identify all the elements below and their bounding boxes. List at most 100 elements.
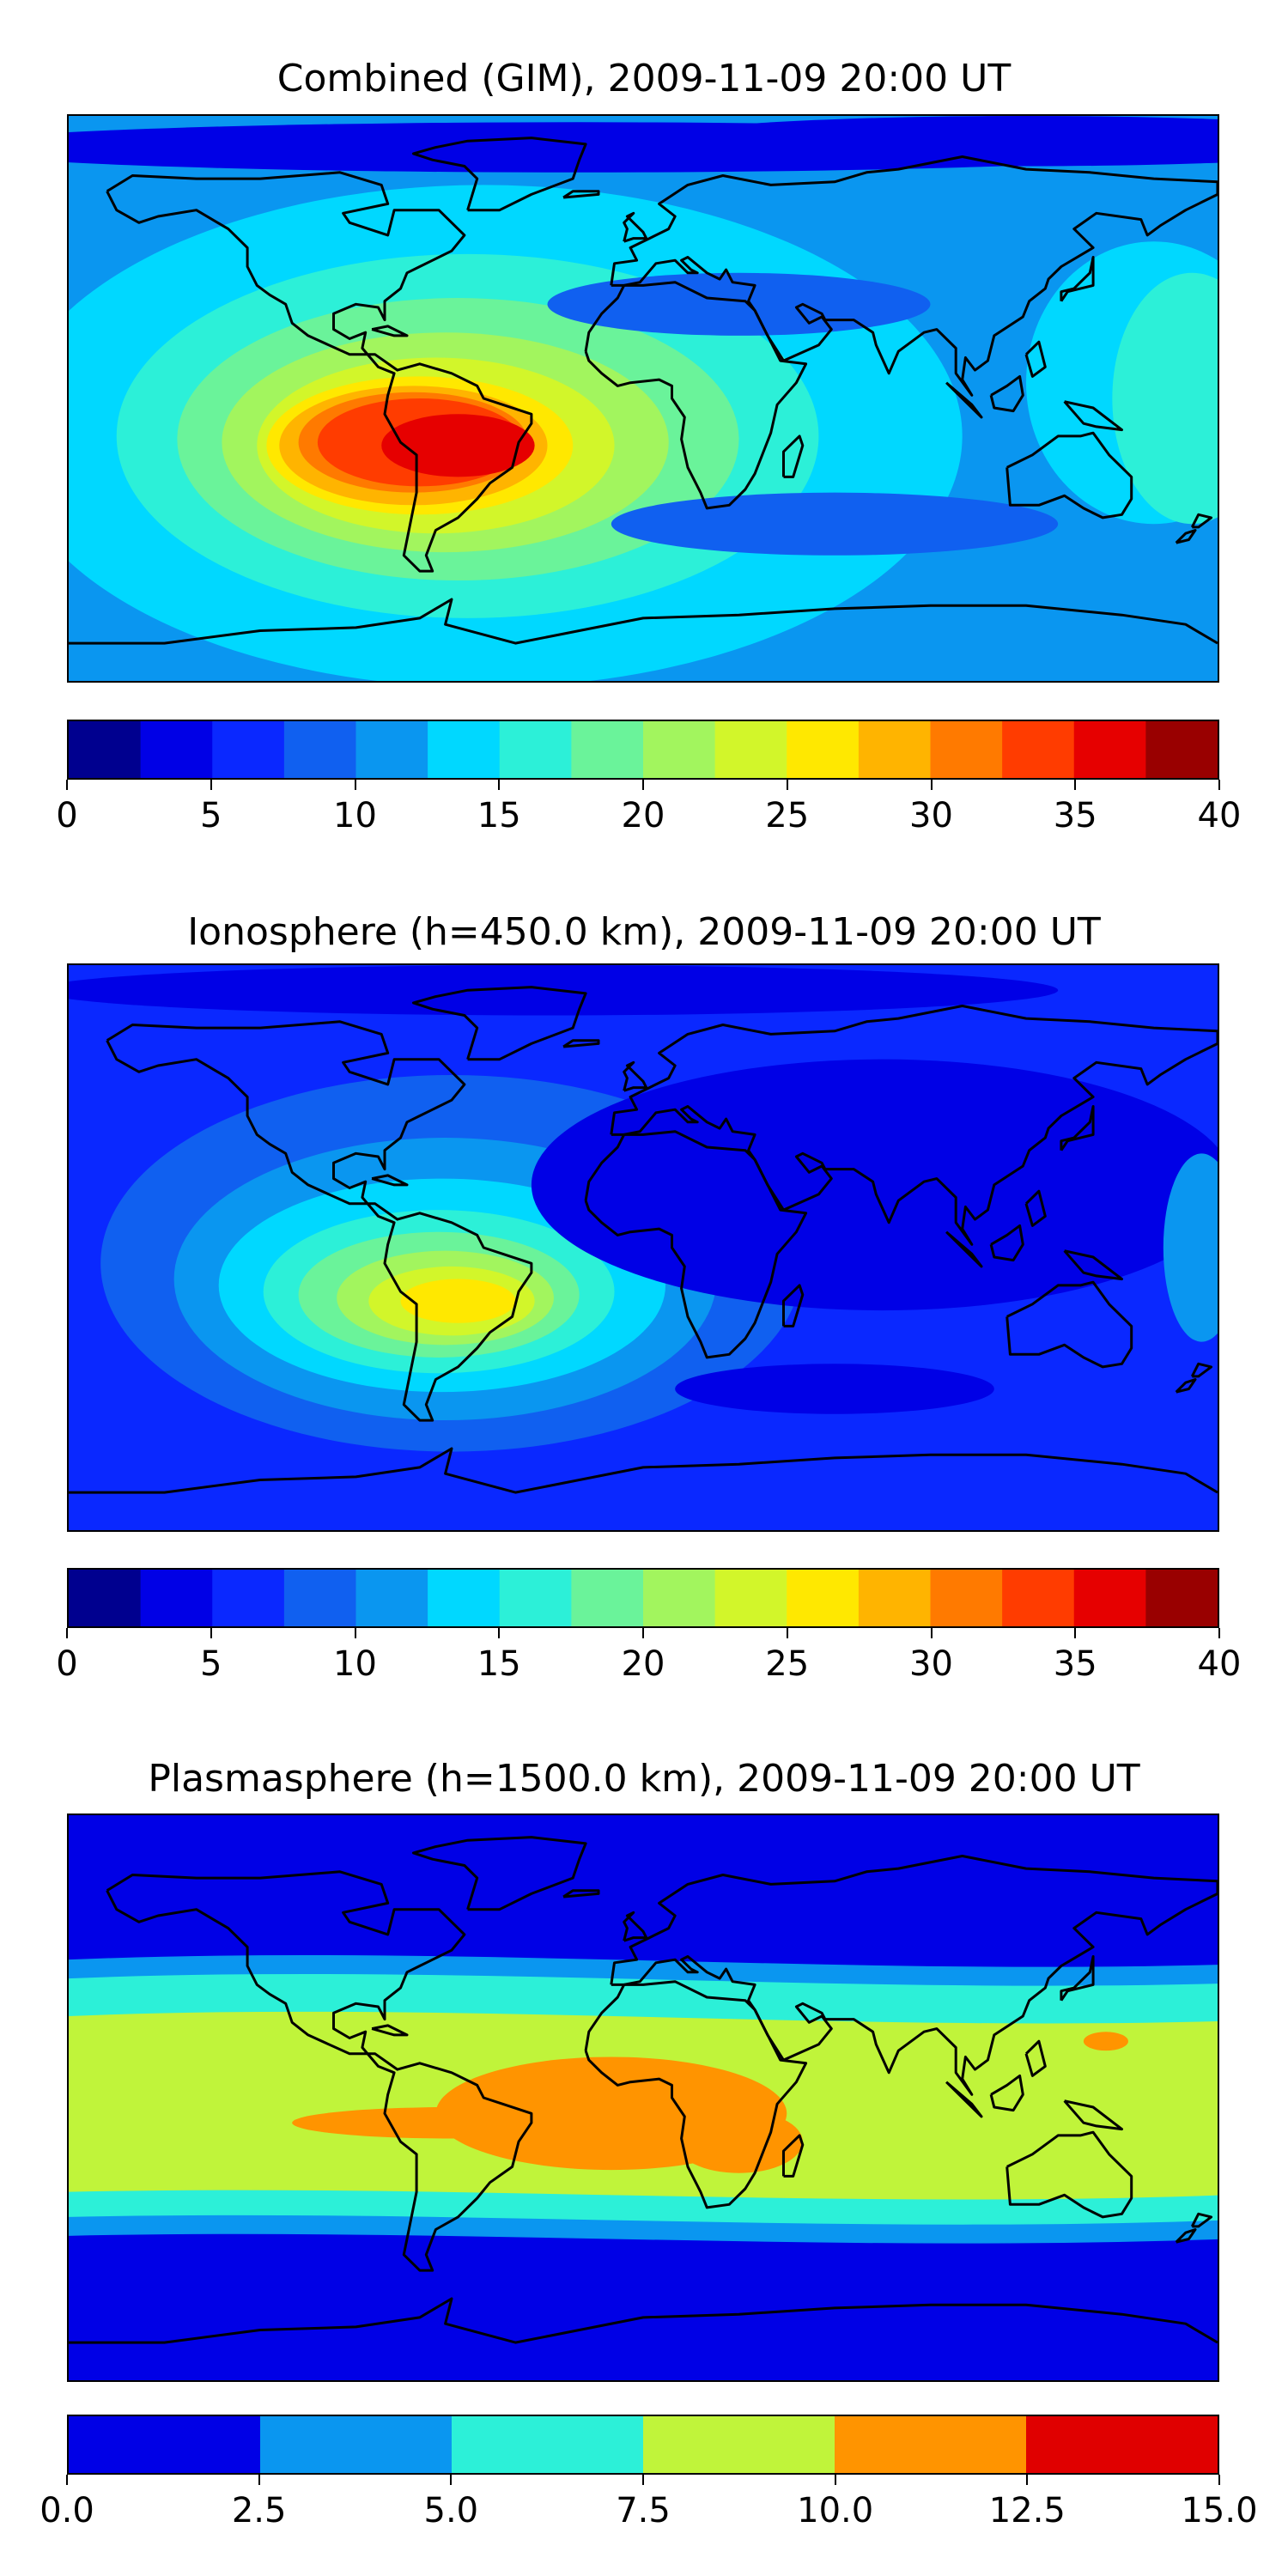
coastline [562,190,600,199]
colorbar-tick [210,780,212,790]
coastline [1005,1280,1133,1369]
coastline [1175,1378,1197,1394]
coastline [782,434,805,478]
colorbar-tick [498,780,501,790]
colorbar-ticks: 0 5 10 15 20 25 30 35 40 [56,1628,1241,1688]
map-plot [67,963,1219,1532]
colorbar-swatch [69,1570,142,1626]
coastline [623,1911,648,1942]
coastline [562,1889,600,1899]
coastline [945,381,983,419]
coastline [1005,2130,1133,2219]
coastline [610,1855,1218,2096]
colorbar-tick-label: 10 [333,1644,377,1684]
colorbar-ticks: 0.0 2.5 5.0 7.5 10.0 12.5 15.0 [39,2475,1258,2535]
colorbar-tick-label: 5.0 [423,2491,479,2530]
colorbar-tick [1218,780,1220,790]
colorbar-swatch [212,1570,285,1626]
coastline [1024,1189,1047,1227]
colorbar-swatch [355,1570,428,1626]
colorbar-tick-label: 15 [477,1644,521,1684]
colorbar-tick [930,780,933,790]
colorbar-tick-label: 10 [333,796,377,835]
colorbar-swatch [571,721,644,778]
coastline [989,374,1024,413]
coastline [945,1230,983,1268]
colorbar-swatch [283,1570,357,1626]
coastline [106,1870,533,2272]
colorbar [67,2415,1219,2475]
chart-title: Ionosphere (h=450.0 km), 2009-11-09 20:0… [187,910,1101,954]
coastline [623,1060,648,1092]
coastline [1190,513,1213,529]
colorbar-swatch [499,1570,572,1626]
colorbar-tick [930,1628,933,1638]
coastline [782,2134,805,2178]
coastline [623,211,648,243]
colorbar-tick-label: 7.5 [616,2491,671,2530]
colorbar-swatch [140,1570,213,1626]
colorbar-tick-label: 20 [621,1644,665,1684]
colorbar-swatch [787,721,860,778]
colorbar-swatch [260,2416,453,2473]
colorbar-tick [258,2475,260,2485]
colorbar-swatch [1073,721,1146,778]
coastline [1060,1955,1095,2002]
coastline [1175,529,1197,544]
colorbar-swatch [1073,1570,1146,1626]
colorbar-tick [1218,2475,1220,2485]
contour-region [643,116,1218,167]
colorbar-swatch [428,721,501,778]
coastline [411,986,587,1061]
colorbar-swatch [1002,1570,1075,1626]
colorbar-tick [66,1628,68,1638]
contour-region [1083,2032,1128,2051]
colorbar-tick [1218,1628,1220,1638]
contour-region [675,1364,994,1414]
colorbar-tick-label: 20 [621,796,665,835]
coastline [411,1836,587,1911]
chart-title: Plasmasphere (h=1500.0 km), 2009-11-09 2… [148,1757,1140,1801]
colorbar-swatch [643,1570,716,1626]
contour-region [381,414,535,477]
colorbar-tick-label: 25 [765,796,810,835]
colorbar-swatch [140,721,213,778]
coastline [989,2074,1024,2112]
colorbar-swatch [714,721,787,778]
colorbar-swatch [1026,2416,1218,2473]
coastline [584,281,808,510]
coastline [584,1980,808,2209]
colorbar-tick-label: 12.5 [988,2491,1066,2530]
coastline [1175,2228,1197,2244]
coastline [1005,431,1133,519]
coastline [371,2024,409,2037]
coastline [106,171,533,573]
chart-title: Combined (GIM), 2009-11-09 20:00 UT [276,57,1012,100]
colorbar-tick [354,780,356,790]
coastline [371,1174,409,1187]
coastline [1063,1249,1123,1281]
coastline [610,155,1218,397]
colorbar-swatch [1145,1570,1218,1626]
colorbar-tick [498,1628,501,1638]
colorbar-swatch [930,721,1003,778]
contour-region [611,492,1059,556]
colorbar-swatch [355,721,428,778]
colorbar-tick-label: 30 [909,1644,953,1684]
colorbar-swatch [1145,721,1218,778]
colorbar-tick [1026,2475,1029,2485]
colorbar-tick-label: 25 [765,1644,810,1684]
colorbar-swatch [643,2416,835,2473]
colorbar-swatch [69,721,142,778]
colorbar-tick [450,2475,453,2485]
colorbar-swatch [283,721,357,778]
colorbar-tick-label: 40 [1197,1644,1242,1684]
coastline [1063,2099,1123,2131]
coastline [1190,2212,1213,2228]
colorbar-tick-label: 30 [909,796,953,835]
colorbar-tick [642,780,644,790]
coastline [371,325,409,337]
colorbar-tick [1074,1628,1077,1638]
colorbar-swatch [69,2416,261,2473]
colorbar [67,720,1219,780]
